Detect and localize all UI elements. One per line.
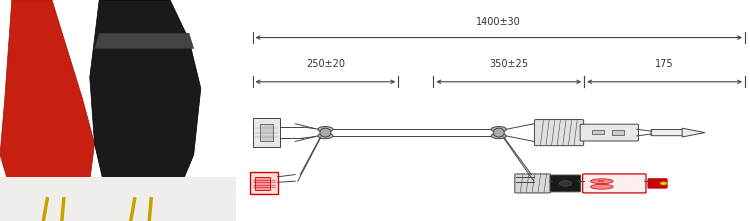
Ellipse shape (590, 184, 613, 189)
FancyBboxPatch shape (583, 174, 646, 193)
FancyBboxPatch shape (535, 120, 584, 146)
Ellipse shape (318, 133, 333, 139)
Bar (592, 130, 604, 134)
Ellipse shape (491, 133, 506, 139)
Ellipse shape (320, 128, 331, 137)
Text: 175: 175 (656, 59, 674, 69)
Polygon shape (109, 181, 184, 199)
Circle shape (660, 182, 667, 185)
Bar (250, 172, 278, 194)
Ellipse shape (590, 179, 613, 184)
FancyBboxPatch shape (580, 124, 638, 141)
FancyBboxPatch shape (514, 174, 550, 193)
FancyBboxPatch shape (0, 177, 236, 221)
Bar (255, 177, 270, 190)
FancyBboxPatch shape (651, 130, 683, 136)
Text: ooo: ooo (598, 179, 605, 183)
Polygon shape (94, 33, 194, 49)
Polygon shape (24, 183, 90, 199)
Ellipse shape (494, 128, 504, 137)
Bar (260, 124, 273, 141)
Polygon shape (0, 0, 94, 208)
Text: 1400±30: 1400±30 (476, 17, 521, 27)
Polygon shape (682, 128, 705, 137)
Circle shape (560, 181, 572, 186)
Bar (612, 130, 624, 135)
Text: 250±20: 250±20 (306, 59, 345, 69)
Bar (253, 118, 280, 147)
Ellipse shape (318, 126, 333, 132)
Text: 350±25: 350±25 (489, 59, 528, 69)
Polygon shape (90, 0, 201, 203)
Ellipse shape (491, 126, 506, 132)
FancyBboxPatch shape (648, 179, 667, 188)
FancyBboxPatch shape (550, 175, 580, 192)
